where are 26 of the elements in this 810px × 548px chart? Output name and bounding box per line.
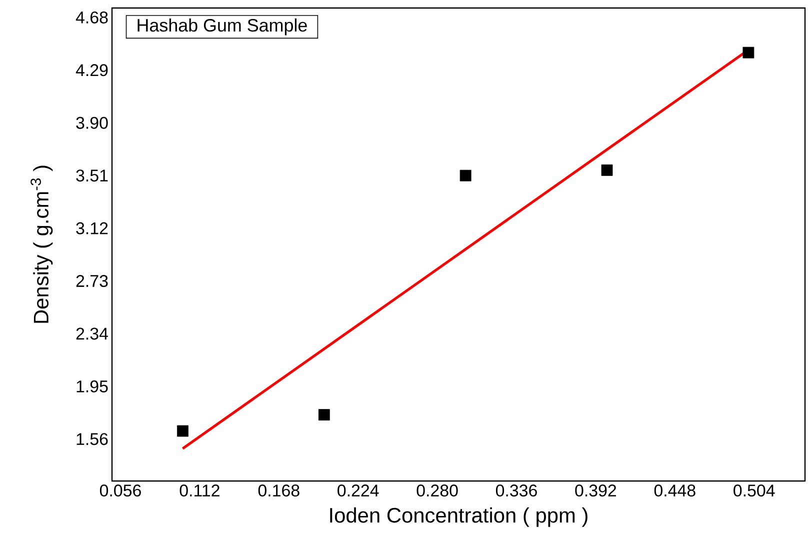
- y-tick-label: 3.12: [76, 222, 108, 234]
- x-tick-label: 0.056: [100, 484, 141, 497]
- x-tick-label: 0.504: [734, 484, 775, 497]
- y-tick-label: 3.90: [76, 116, 108, 129]
- x-tick-label: 0.392: [575, 484, 616, 497]
- point: [460, 170, 472, 182]
- x-tick-label: 0.280: [416, 484, 458, 497]
- y-tick-label: 3.51: [76, 170, 108, 182]
- legend-title: Hashab Gum Sample: [138, 18, 307, 36]
- x-tick-label: 0.224: [338, 484, 379, 497]
- x-tick-label: 0.168: [258, 484, 300, 497]
- y-tick-label: 4.68: [76, 11, 108, 24]
- y-axis-title: Density ( g.cm$^{-3}$ ): [30, 166, 53, 323]
- x-tick-label: 0.336: [496, 484, 537, 497]
- y-tick-label: 2.34: [76, 328, 108, 340]
- point: [177, 425, 188, 437]
- y-tick-label: 4.29: [76, 64, 108, 76]
- x-tick-label: 0.112: [180, 484, 220, 497]
- point: [601, 164, 613, 176]
- point: [318, 409, 330, 420]
- y-tick-label: 1.56: [76, 433, 108, 446]
- y-tick-label: 2.73: [76, 274, 108, 287]
- x-tick-label: 0.448: [654, 484, 696, 497]
- point: [742, 46, 754, 58]
- x-axis-title: Ioden Concentration ( ppm ): [330, 507, 588, 527]
- y-tick-label: 1.95: [76, 380, 108, 392]
